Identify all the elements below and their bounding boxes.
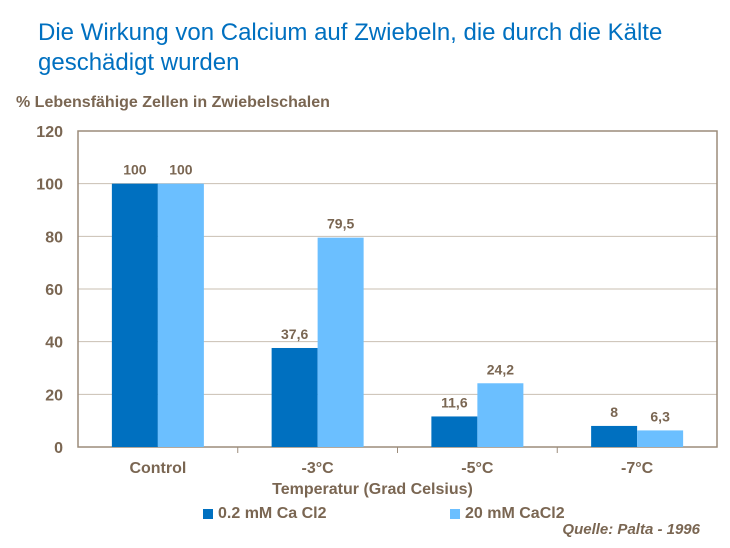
data-label: 6,3 bbox=[650, 408, 670, 424]
bar bbox=[431, 416, 478, 447]
y-tick-label: 120 bbox=[36, 124, 63, 141]
x-tick-label: -3°C bbox=[302, 460, 335, 477]
legend-swatch bbox=[203, 509, 213, 519]
bar bbox=[111, 183, 158, 447]
bar bbox=[637, 430, 684, 447]
bar bbox=[591, 425, 638, 447]
y-tick-label: 0 bbox=[54, 440, 63, 457]
bar bbox=[157, 183, 204, 447]
y-tick-label: 40 bbox=[45, 335, 63, 352]
chart-title: Die Wirkung von Calcium auf Zwiebeln, di… bbox=[38, 19, 663, 76]
x-tick-label: Control bbox=[129, 460, 186, 477]
legend-item-0: 0.2 mM Ca Cl2 bbox=[203, 505, 326, 523]
x-tick-label: -7°C bbox=[621, 460, 654, 477]
data-label: 8 bbox=[610, 404, 618, 420]
data-label: 79,5 bbox=[327, 216, 354, 232]
y-tick-label: 60 bbox=[45, 282, 63, 299]
legend-item-1: 20 mM CaCl2 bbox=[450, 505, 565, 523]
y-tick-label: 20 bbox=[45, 387, 63, 404]
legend-label: 20 mM CaCl2 bbox=[465, 505, 565, 522]
legend-label: 0.2 mM Ca Cl2 bbox=[218, 505, 327, 522]
y-axis-label: % Lebensfähige Zellen in Zwiebelschalen bbox=[16, 94, 330, 111]
bar bbox=[477, 383, 524, 447]
x-tick-label: -5°C bbox=[461, 460, 494, 477]
legend-swatch bbox=[450, 509, 460, 519]
data-label: 24,2 bbox=[487, 361, 514, 377]
data-label: 100 bbox=[123, 162, 147, 178]
y-tick-label: 80 bbox=[45, 229, 63, 246]
source-note: Quelle: Palta - 1996 bbox=[562, 521, 700, 538]
bar bbox=[317, 237, 364, 447]
x-axis-label: Temperatur (Grad Celsius) bbox=[272, 481, 473, 498]
y-tick-label: 100 bbox=[36, 177, 63, 194]
bar bbox=[271, 347, 318, 447]
data-label: 37,6 bbox=[281, 326, 308, 342]
data-label: 11,6 bbox=[441, 394, 468, 410]
data-label: 100 bbox=[169, 162, 193, 178]
